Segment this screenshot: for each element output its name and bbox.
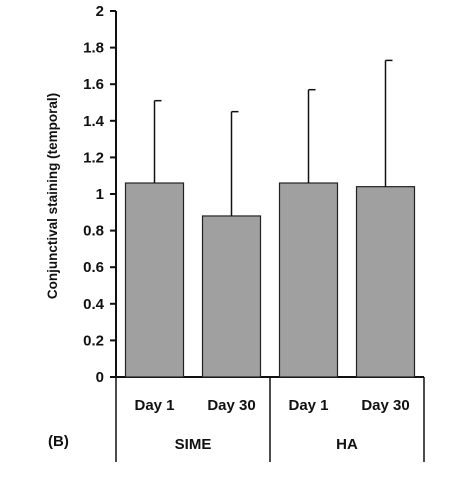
x-category-label: Day 1	[288, 397, 328, 414]
bar	[355, 186, 416, 378]
y-tick-label: 1.2	[83, 149, 104, 166]
y-tick-label: 1.4	[83, 113, 105, 130]
y-tick-label: 0	[96, 369, 104, 386]
y-tick-label: 0.6	[83, 259, 104, 276]
y-tick-label: 1	[96, 186, 104, 203]
y-tick-label: 1.8	[83, 40, 104, 57]
bar	[124, 182, 185, 378]
y-tick-label: 1.6	[83, 76, 104, 93]
x-group-label: HA	[336, 436, 358, 453]
y-tick-label: 0.4	[83, 296, 105, 313]
y-axis-label: Conjunctival staining (temporal)	[45, 93, 60, 299]
x-category-label: Day 1	[134, 397, 174, 414]
bar	[201, 215, 262, 378]
panel-label: (B)	[48, 433, 69, 450]
x-category-label: Day 30	[361, 397, 409, 414]
y-tick-label: 2	[96, 3, 104, 20]
y-tick-label: 0.8	[83, 223, 104, 240]
bar	[278, 182, 339, 378]
y-tick-label: 0.2	[83, 332, 104, 349]
x-category-label: Day 30	[207, 397, 255, 414]
x-group-label: SIME	[175, 436, 212, 453]
